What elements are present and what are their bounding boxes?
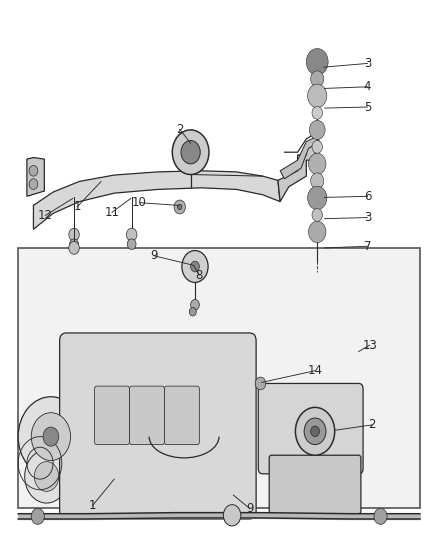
Circle shape — [18, 397, 84, 477]
Circle shape — [308, 221, 326, 243]
Circle shape — [29, 179, 38, 189]
Circle shape — [311, 173, 324, 189]
Circle shape — [255, 377, 266, 390]
Circle shape — [70, 239, 78, 249]
Circle shape — [127, 239, 136, 249]
Text: 1: 1 — [88, 499, 96, 512]
Text: 2: 2 — [368, 418, 375, 431]
Text: 5: 5 — [364, 101, 371, 114]
Bar — [18, 248, 420, 508]
FancyBboxPatch shape — [60, 333, 256, 519]
Circle shape — [223, 505, 241, 526]
Circle shape — [312, 208, 322, 221]
Circle shape — [191, 300, 199, 310]
Circle shape — [307, 84, 327, 108]
Text: 6: 6 — [364, 190, 371, 203]
FancyBboxPatch shape — [269, 455, 361, 514]
Circle shape — [43, 427, 59, 446]
Text: 13: 13 — [362, 338, 377, 352]
Circle shape — [312, 141, 322, 154]
Text: 14: 14 — [307, 364, 322, 377]
Circle shape — [191, 261, 199, 272]
Circle shape — [177, 204, 182, 209]
Circle shape — [31, 413, 71, 461]
Circle shape — [308, 154, 326, 174]
FancyBboxPatch shape — [258, 383, 363, 474]
FancyBboxPatch shape — [130, 386, 164, 445]
Text: 9: 9 — [151, 249, 158, 262]
Polygon shape — [280, 136, 319, 179]
Circle shape — [374, 508, 387, 524]
Circle shape — [189, 308, 196, 316]
Text: 2: 2 — [176, 123, 184, 136]
Text: 3: 3 — [364, 57, 371, 70]
Circle shape — [182, 251, 208, 282]
Circle shape — [311, 426, 319, 437]
Circle shape — [295, 407, 335, 455]
Circle shape — [69, 228, 79, 241]
FancyBboxPatch shape — [95, 386, 130, 445]
Circle shape — [304, 418, 326, 445]
Text: 3: 3 — [364, 211, 371, 224]
Text: 10: 10 — [132, 196, 147, 209]
Circle shape — [127, 228, 137, 241]
Circle shape — [174, 200, 185, 214]
Circle shape — [34, 462, 59, 491]
Text: 1: 1 — [73, 200, 81, 213]
Circle shape — [306, 49, 328, 75]
Circle shape — [172, 130, 209, 174]
Polygon shape — [27, 158, 44, 196]
Circle shape — [307, 186, 327, 209]
Text: 9: 9 — [246, 502, 253, 515]
Circle shape — [311, 71, 324, 87]
Circle shape — [309, 120, 325, 140]
Text: 12: 12 — [38, 209, 53, 222]
Circle shape — [25, 450, 68, 503]
Text: 7: 7 — [364, 240, 371, 253]
Circle shape — [31, 508, 44, 524]
Text: 11: 11 — [105, 206, 120, 219]
FancyBboxPatch shape — [164, 386, 199, 445]
Circle shape — [69, 241, 79, 254]
Circle shape — [29, 165, 38, 176]
Polygon shape — [33, 171, 280, 229]
Circle shape — [181, 141, 200, 164]
Polygon shape — [278, 144, 315, 201]
Text: 8: 8 — [196, 269, 203, 281]
Text: 4: 4 — [364, 80, 371, 93]
Circle shape — [312, 107, 322, 119]
